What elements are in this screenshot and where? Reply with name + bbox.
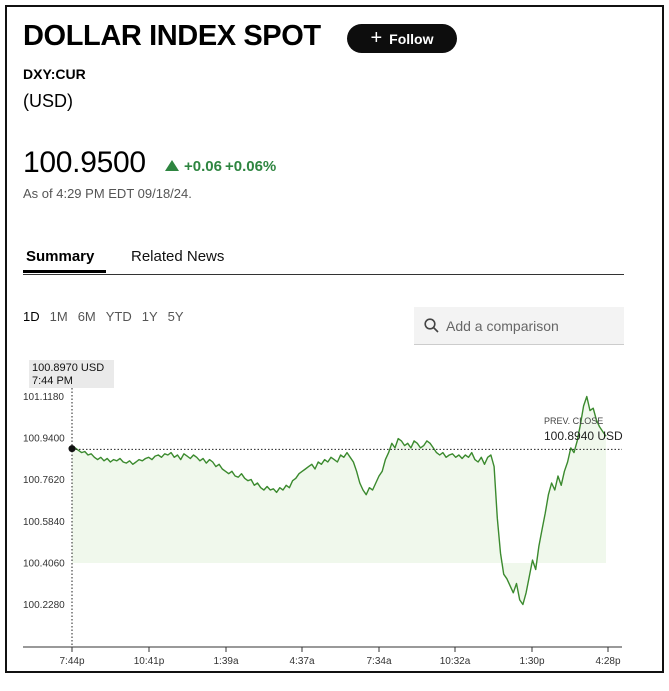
x-tick-label: 1:39a <box>213 656 238 667</box>
chart-line <box>71 395 607 606</box>
up-arrow-icon <box>165 160 179 171</box>
ticker-symbol: DXY:CUR <box>23 66 86 82</box>
follow-button[interactable]: + Follow <box>347 24 457 53</box>
y-tick-label: 100.4060 <box>23 558 65 569</box>
as-of-timestamp: As of 4:29 PM EDT 09/18/24. <box>23 186 192 201</box>
x-tick-label: 7:44p <box>59 656 84 667</box>
x-tick-label: 4:37a <box>289 656 314 667</box>
y-tick-label: 100.5840 <box>23 517 65 528</box>
tab-bar: Summary Related News <box>22 248 624 275</box>
tab-related-news[interactable]: Related News <box>131 248 225 265</box>
chart-area <box>72 396 606 605</box>
chart-tooltip: 100.8970 USD 7:44 PM <box>29 360 114 388</box>
page-title: DOLLAR INDEX SPOT <box>23 20 321 52</box>
range-6m[interactable]: 6M <box>77 309 96 324</box>
prev-close-label: PREV. CLOSE 100.8940 USD <box>544 415 623 442</box>
prev-close-value: 100.8940 USD <box>544 429 623 443</box>
comparison-placeholder: Add a comparison <box>446 317 559 334</box>
x-tick-label: 10:32a <box>440 656 471 667</box>
x-tick-label: 10:41p <box>134 656 165 667</box>
tooltip-value: 100.8970 USD <box>32 362 105 374</box>
follow-label: Follow <box>389 30 434 47</box>
range-1y[interactable]: 1Y <box>141 309 158 324</box>
plus-icon: + <box>370 26 383 49</box>
change-percent: +0.06% <box>224 158 277 175</box>
price-change: +0.06 +0.06% <box>165 158 276 175</box>
change-value: +0.06 <box>184 158 222 175</box>
tab-summary[interactable]: Summary <box>22 248 107 273</box>
price-value: 100.9500 <box>23 146 146 179</box>
comparison-search[interactable]: Add a comparison <box>414 307 624 345</box>
x-tick-label: 4:28p <box>595 656 620 667</box>
prev-close-title: PREV. CLOSE <box>544 416 604 426</box>
range-ytd[interactable]: YTD <box>105 309 132 324</box>
range-5y[interactable]: 5Y <box>167 309 184 324</box>
x-tick-label: 7:34a <box>366 656 391 667</box>
y-tick-label: 100.7620 <box>23 475 65 486</box>
y-tick-label: 100.9400 <box>23 434 65 445</box>
tooltip-time: 7:44 PM <box>32 375 73 387</box>
y-tick-label: 100.2280 <box>23 600 65 611</box>
x-tick-label: 1:30p <box>519 656 544 667</box>
range-1m[interactable]: 1M <box>49 309 68 324</box>
y-tick-label: 101.1180 <box>23 392 64 403</box>
range-1d[interactable]: 1D <box>23 309 40 324</box>
currency-label: (USD) <box>23 91 73 111</box>
search-icon <box>424 318 439 333</box>
range-selector: 1D 1M 6M YTD 1Y 5Y <box>23 309 184 324</box>
crosshair-dot <box>68 445 76 453</box>
page-frame <box>5 5 664 673</box>
